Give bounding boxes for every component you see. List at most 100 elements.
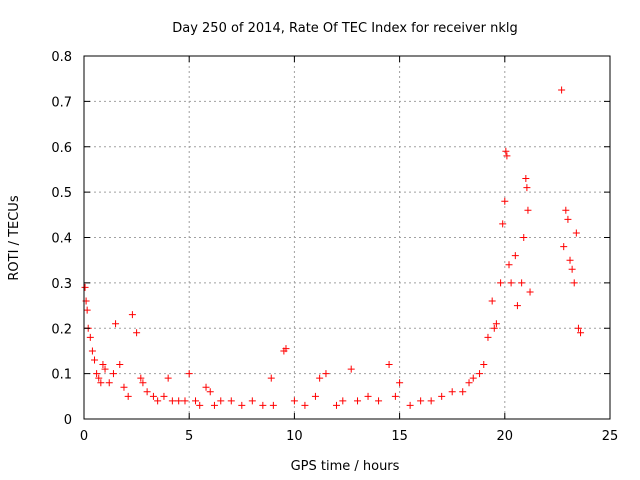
data-point xyxy=(112,320,120,328)
data-point xyxy=(202,383,210,391)
data-point xyxy=(267,374,275,382)
data-point xyxy=(524,206,532,214)
data-point xyxy=(566,256,574,264)
x-tick-label: 25 xyxy=(602,429,619,444)
data-point xyxy=(210,401,218,409)
data-point xyxy=(574,324,582,332)
x-tick-label: 15 xyxy=(391,429,408,444)
data-point xyxy=(448,388,456,396)
data-point xyxy=(175,397,183,405)
data-point xyxy=(282,345,290,353)
data-point xyxy=(269,401,277,409)
data-point xyxy=(503,152,511,160)
data-point xyxy=(518,279,526,287)
y-tick-label: 0.2 xyxy=(51,322,72,337)
data-point xyxy=(95,374,103,382)
data-point xyxy=(488,297,496,305)
data-point xyxy=(459,388,467,396)
data-point xyxy=(206,388,214,396)
data-point xyxy=(164,374,172,382)
data-point xyxy=(217,397,225,405)
y-tick-label: 0.1 xyxy=(51,368,72,383)
data-point xyxy=(501,197,509,205)
data-point xyxy=(128,311,136,319)
data-point xyxy=(196,401,204,409)
data-point xyxy=(149,392,157,400)
data-point xyxy=(522,175,530,183)
data-point xyxy=(316,374,324,382)
data-point xyxy=(160,392,168,400)
data-point xyxy=(290,397,298,405)
data-point xyxy=(101,365,109,373)
data-point xyxy=(558,86,566,94)
y-tick-label: 0.5 xyxy=(51,186,72,201)
data-point xyxy=(490,324,498,332)
data-point xyxy=(484,333,492,341)
chart-title: Day 250 of 2014, Rate Of TEC Index for r… xyxy=(172,21,518,36)
x-tick-label: 20 xyxy=(497,429,514,444)
data-point xyxy=(505,261,513,269)
data-point xyxy=(577,329,585,337)
data-point xyxy=(143,388,151,396)
data-point xyxy=(116,361,124,369)
data-point xyxy=(497,279,505,287)
data-point xyxy=(99,361,107,369)
y-axis-label: ROTI / TECUs xyxy=(7,195,22,280)
plot-frame xyxy=(83,55,611,420)
data-point xyxy=(154,397,162,405)
data-points xyxy=(81,86,585,409)
y-tick-label: 0.8 xyxy=(51,50,72,65)
data-point xyxy=(139,379,147,387)
data-point xyxy=(417,397,425,405)
data-point xyxy=(168,397,176,405)
data-point xyxy=(427,397,435,405)
data-point xyxy=(86,333,94,341)
data-point xyxy=(109,370,117,378)
data-point xyxy=(438,392,446,400)
data-point xyxy=(354,397,362,405)
data-point xyxy=(185,370,193,378)
data-point xyxy=(406,401,414,409)
data-point xyxy=(105,379,113,387)
data-point xyxy=(259,401,267,409)
y-tick-label: 0.6 xyxy=(51,141,72,156)
data-point xyxy=(391,392,399,400)
data-point xyxy=(476,370,484,378)
data-point xyxy=(560,243,568,251)
data-point xyxy=(469,374,477,382)
data-point xyxy=(339,397,347,405)
data-point xyxy=(91,356,99,364)
data-point xyxy=(88,347,96,355)
x-tick-label: 0 xyxy=(80,429,88,444)
data-point xyxy=(568,265,576,273)
data-point xyxy=(526,288,534,296)
data-point xyxy=(562,206,570,214)
data-point xyxy=(332,401,340,409)
y-tick-label: 0.7 xyxy=(51,95,72,110)
y-tick-label: 0 xyxy=(64,413,72,428)
data-point xyxy=(511,252,519,260)
data-point xyxy=(311,392,319,400)
data-point xyxy=(364,392,372,400)
data-point xyxy=(97,379,105,387)
data-point xyxy=(93,370,101,378)
data-point xyxy=(227,397,235,405)
data-point xyxy=(513,302,521,310)
data-point xyxy=(347,365,355,373)
data-point xyxy=(523,184,531,192)
data-point xyxy=(238,401,246,409)
data-point xyxy=(572,229,580,237)
grid-lines xyxy=(84,56,610,419)
y-tick-label: 0.3 xyxy=(51,277,72,292)
x-axis-label: GPS time / hours xyxy=(291,459,400,474)
data-point xyxy=(570,279,578,287)
data-point xyxy=(133,329,141,337)
data-point xyxy=(502,147,510,155)
data-point xyxy=(124,392,132,400)
data-point xyxy=(480,361,488,369)
data-point xyxy=(499,220,507,228)
data-point xyxy=(192,397,200,405)
data-point xyxy=(81,283,89,291)
data-point xyxy=(375,397,383,405)
